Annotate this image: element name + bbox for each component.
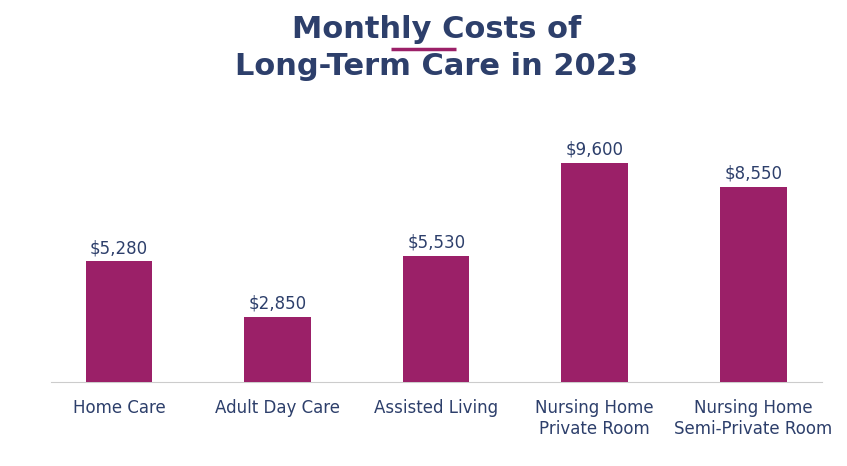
Text: $2,850: $2,850 — [249, 295, 307, 313]
Bar — [720, 186, 787, 382]
Text: $5,530: $5,530 — [407, 233, 465, 252]
Text: $5,280: $5,280 — [90, 239, 148, 257]
Bar — [403, 256, 469, 382]
Bar — [245, 317, 311, 382]
Bar — [86, 261, 152, 382]
Title: Monthly Costs of
Long-Term Care in 2023: Monthly Costs of Long-Term Care in 2023 — [235, 15, 638, 81]
Text: $8,550: $8,550 — [724, 164, 783, 182]
Text: $9,600: $9,600 — [566, 140, 623, 158]
Bar — [562, 163, 628, 382]
